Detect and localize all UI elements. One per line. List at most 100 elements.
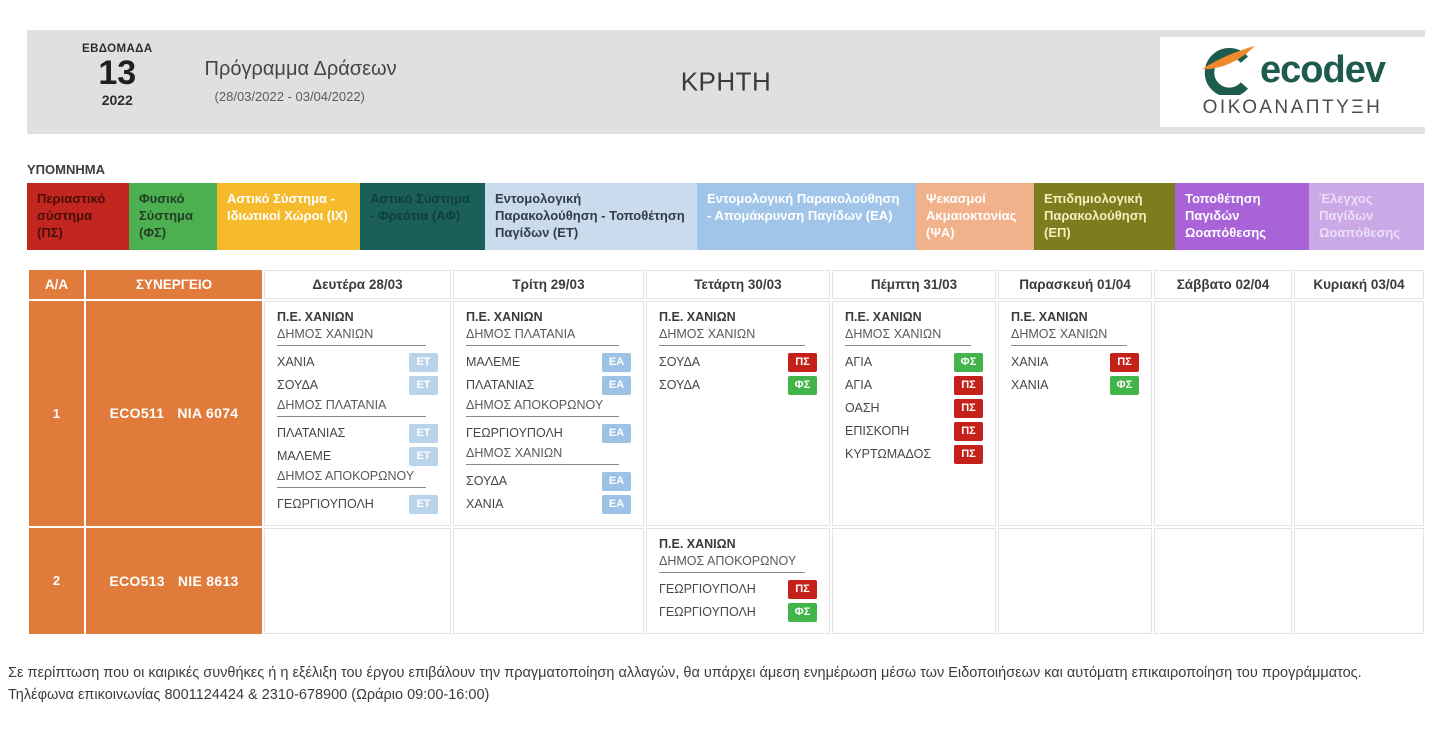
municipality-label: ΔΗΜΟΣ ΧΑΝΙΩΝ — [466, 446, 619, 465]
day-cell — [1154, 527, 1292, 634]
action-badge: ΕΤ — [409, 352, 438, 372]
legend-item: Επιδημιολογική Παρακολούθηση (ΕΠ) — [1034, 183, 1175, 250]
legend-item: Εντομολογική Παρακολούθηση - Απομάκρυνση… — [697, 183, 916, 250]
location-label: ΓΕΩΡΓΙΟΥΠΟΛΗ — [659, 582, 756, 597]
pe-label: Π.Ε. ΧΑΝΙΩΝ — [659, 309, 736, 324]
location-row: ΚΥΡΤΩΜΑΔΟΣ ΠΣ — [845, 444, 983, 465]
day-cell: Π.Ε. ΧΑΝΙΩΝ ΔΗΜΟΣ ΑΠΟΚΟΡΩΝΟΥ ΓΕΩΡΓΙΟΥΠΟΛΗ Π… — [646, 527, 830, 634]
municipality-label: ΔΗΜΟΣ ΠΛΑΤΑΝΙΑ — [466, 327, 619, 346]
municipality-label: ΔΗΜΟΣ ΧΑΝΙΩΝ — [1011, 327, 1127, 346]
location-row: ΣΟΥΔΑ ΕΑ — [466, 471, 631, 492]
pe-label: Π.Ε. ΧΑΝΙΩΝ — [466, 309, 543, 324]
action-badge: ΕΑ — [602, 494, 631, 514]
location-row: ΜΑΛΕΜΕ ΕΑ — [466, 352, 631, 373]
location-label: ΓΕΩΡΓΙΟΥΠΟΛΗ — [659, 605, 756, 620]
column-header-day: Κυριακή 03/04 — [1294, 269, 1424, 299]
action-badge: ΕΑ — [602, 423, 631, 443]
location-label: ΣΟΥΔΑ — [277, 378, 319, 393]
location-label: ΚΥΡΤΩΜΑΔΟΣ — [845, 447, 932, 462]
logo: ecodev ΟΙΚΟΑΝΑΠΤΥΞΗ — [1160, 37, 1425, 127]
location-row: ΓΕΩΡΓΙΟΥΠΟΛΗ ΕΤ — [277, 494, 438, 515]
action-badge: ΦΣ — [788, 602, 817, 622]
legend-item: Ψεκασμοί Ακμαιοκτονίας (ΨΑ) — [916, 183, 1034, 250]
footer-line-1: Σε περίπτωση που οι καιρικές συνθήκες ή … — [8, 664, 1362, 681]
week-block: ΕΒΔΟΜΑΔΑ 13 2022 — [82, 30, 153, 108]
location-row: ΣΟΥΔΑ ΠΣ — [659, 352, 817, 373]
pe-label: Π.Ε. ΧΑΝΙΩΝ — [1011, 309, 1088, 324]
day-cell: Π.Ε. ΧΑΝΙΩΝ ΔΗΜΟΣ ΧΑΝΙΩΝ ΑΓΙΑ ΦΣ ΑΓΙΑ ΠΣ ΟΑΣΗ Π… — [832, 300, 996, 526]
schedule-table: Α/Α ΣΥΝΕΡΓΕΙΟ Δευτέρα 28/03 Τρίτη 29/03 Τετά… — [27, 268, 1426, 636]
location-label: ΑΓΙΑ — [845, 355, 873, 370]
week-number: 13 — [98, 54, 137, 92]
location-label: ΑΓΙΑ — [845, 378, 873, 393]
legend-item: Έλεγχος Παγίδων Ωοαπόθεσης — [1309, 183, 1424, 250]
pe-label: Π.Ε. ΧΑΝΙΩΝ — [659, 536, 736, 551]
day-cell — [1294, 300, 1424, 526]
municipality-label: ΔΗΜΟΣ ΧΑΝΙΩΝ — [277, 327, 426, 346]
location-row: ΑΓΙΑ ΠΣ — [845, 375, 983, 396]
crew-vehicle: NIE 8613 — [177, 572, 239, 589]
legend-item: Φυσικό Σύστημα (ΦΣ) — [129, 183, 217, 250]
action-badge: ΕΑ — [602, 375, 631, 395]
location-row: ΜΑΛΕΜΕ ΕΤ — [277, 446, 438, 467]
crew-vehicle: NIA 6074 — [177, 405, 239, 422]
crew-cell: ECO513 NIE 8613 — [86, 527, 262, 634]
municipality-label: ΔΗΜΟΣ ΧΑΝΙΩΝ — [845, 327, 971, 346]
column-header-day: Πέμπτη 31/03 — [832, 269, 996, 299]
location-row: ΧΑΝΙΑ ΕΤ — [277, 352, 438, 373]
column-header-day: Παρασκευή 01/04 — [998, 269, 1152, 299]
location-label: ΧΑΝΙΑ — [277, 355, 315, 370]
title-block: Πρόγραμμα Δράσεων (28/03/2022 - 03/04/20… — [205, 30, 397, 104]
day-cell: Π.Ε. ΧΑΝΙΩΝ ΔΗΜΟΣ ΧΑΝΙΩΝ ΧΑΝΙΑ ΕΤ ΣΟΥΔΑ ΕΤ ΔΗΜ… — [264, 300, 451, 526]
location-row: ΕΠΙΣΚΟΠΗ ΠΣ — [845, 421, 983, 442]
municipality-label: ΔΗΜΟΣ ΑΠΟΚΟΡΩΝΟΥ — [466, 398, 619, 417]
legend-item: Περιαστικό σύστημα (ΠΣ) — [27, 183, 129, 250]
column-header-day: Τρίτη 29/03 — [453, 269, 644, 299]
brand-subtitle: ΟΙΚΟΑΝΑΠΤΥΞΗ — [1202, 97, 1383, 118]
week-label: ΕΒΔΟΜΑΔΑ — [82, 43, 153, 55]
action-badge: ΠΣ — [1110, 352, 1139, 372]
column-header: Α/Α — [29, 269, 84, 299]
location-row: ΣΟΥΔΑ ΕΤ — [277, 375, 438, 396]
action-badge: ΕΤ — [409, 494, 438, 514]
action-badge: ΠΣ — [788, 352, 817, 372]
logo-row: ecodev — [1200, 45, 1386, 95]
legend-bar: Περιαστικό σύστημα (ΠΣ) Φυσικό Σύστημα (Φ… — [27, 183, 1425, 250]
action-badge: ΦΣ — [954, 352, 983, 372]
week-year: 2022 — [101, 92, 133, 109]
location-row: ΟΑΣΗ ΠΣ — [845, 398, 983, 419]
location-label: ΟΑΣΗ — [845, 401, 880, 416]
day-cell — [264, 527, 451, 634]
location-row: ΓΕΩΡΓΙΟΥΠΟΛΗ ΕΑ — [466, 423, 631, 444]
day-cell — [998, 527, 1152, 634]
footer-note: Σε περίπτωση που οι καιρικές συνθήκες ή … — [8, 662, 1425, 707]
action-badge: ΠΣ — [954, 444, 983, 464]
pe-label: Π.Ε. ΧΑΝΙΩΝ — [845, 309, 922, 324]
legend-item: Τοποθέτηση Παγιδών Ωοαπόθεσης — [1175, 183, 1309, 250]
column-header: ΣΥΝΕΡΓΕΙΟ — [86, 269, 262, 299]
location-label: ΣΟΥΔΑ — [659, 378, 701, 393]
action-badge: ΕΑ — [602, 352, 631, 372]
location-label: ΜΑΛΕΜΕ — [466, 355, 521, 370]
location-label: ΧΑΝΙΑ — [1011, 378, 1049, 393]
action-badge: ΠΣ — [954, 375, 983, 395]
location-label: ΧΑΝΙΑ — [1011, 355, 1049, 370]
action-badge: ΕΤ — [409, 375, 438, 395]
day-cell — [1294, 527, 1424, 634]
day-cell — [832, 527, 996, 634]
column-header-day: Σάββατο 02/04 — [1154, 269, 1292, 299]
legend-item: Εντομολογική Παρακολούθηση - Τοποθέτηση … — [485, 183, 697, 250]
municipality-label: ΔΗΜΟΣ ΠΛΑΤΑΝΙΑ — [277, 398, 426, 417]
column-header-day: Δευτέρα 28/03 — [264, 269, 451, 299]
municipality-label: ΔΗΜΟΣ ΑΠΟΚΟΡΩΝΟΥ — [659, 554, 805, 573]
brand-name: ecodev — [1260, 48, 1386, 91]
date-range: (28/03/2022 - 03/04/2022) — [214, 89, 365, 104]
day-cell — [453, 527, 644, 634]
location-label: ΠΛΑΤΑΝΙΑΣ — [277, 426, 346, 441]
action-badge: ΕΤ — [409, 446, 438, 466]
crew-code: ECO513 — [109, 572, 165, 589]
day-cell: Π.Ε. ΧΑΝΙΩΝ ΔΗΜΟΣ ΧΑΝΙΩΝ ΧΑΝΙΑ ΠΣ ΧΑΝΙΑ ΦΣ — [998, 300, 1152, 526]
municipality-label: ΔΗΜΟΣ ΑΠΟΚΟΡΩΝΟΥ — [277, 469, 426, 488]
action-badge: ΠΣ — [954, 398, 983, 418]
program-title: Πρόγραμμα Δράσεων — [204, 58, 397, 80]
